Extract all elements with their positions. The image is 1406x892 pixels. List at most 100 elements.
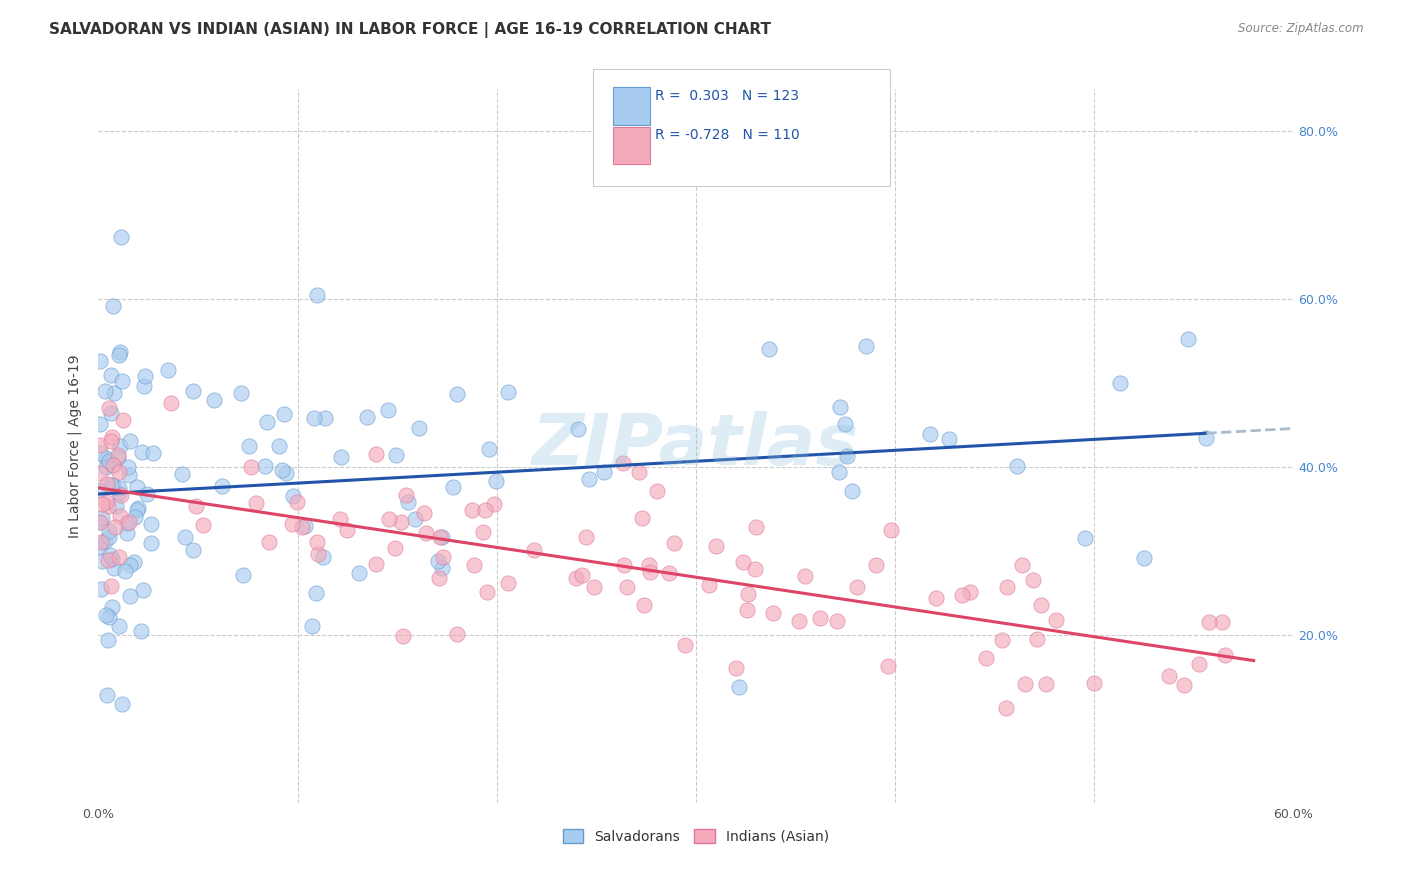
Point (94, 534, 117, 549)
Point (567, 422, 589, 436)
Point (107, 448, 129, 462)
Point (737, 586, 759, 600)
Point (477, 584, 499, 599)
Point (1213, 648, 1236, 663)
Point (1022, 573, 1045, 587)
Point (118, 468, 141, 483)
Point (613, 558, 636, 572)
Point (794, 569, 817, 583)
Point (103, 386, 125, 401)
Point (427, 571, 450, 585)
Point (245, 496, 267, 510)
Point (291, 520, 314, 534)
Point (330, 450, 353, 464)
Point (616, 580, 638, 594)
Point (384, 541, 406, 555)
Point (108, 439, 131, 453)
Point (385, 448, 408, 462)
Point (1173, 678, 1195, 692)
Point (96, 688, 118, 702)
Point (959, 584, 981, 599)
Point (1011, 558, 1033, 573)
Point (446, 387, 468, 401)
Point (135, 486, 157, 500)
Point (523, 543, 546, 558)
Point (697, 578, 720, 592)
Point (1074, 531, 1097, 545)
Point (477, 442, 499, 457)
Point (117, 516, 139, 530)
Point (89, 417, 111, 432)
Point (89, 515, 111, 529)
Point (364, 557, 387, 571)
Point (880, 524, 903, 538)
Point (114, 564, 136, 578)
Point (89, 438, 111, 452)
Point (110, 374, 132, 388)
Point (125, 479, 148, 493)
Point (118, 558, 141, 572)
Point (673, 638, 696, 652)
Text: Source: ZipAtlas.com: Source: ZipAtlas.com (1239, 22, 1364, 36)
Point (727, 680, 749, 694)
Point (96, 477, 118, 491)
Point (108, 465, 131, 479)
Point (122, 555, 145, 569)
Point (107, 550, 129, 565)
Point (408, 421, 430, 435)
Point (484, 497, 506, 511)
Point (160, 396, 183, 410)
Point (1133, 550, 1156, 565)
Point (314, 411, 336, 425)
Point (744, 562, 766, 576)
Point (835, 449, 858, 463)
Point (1083, 676, 1105, 690)
Point (281, 489, 304, 503)
Point (1029, 599, 1052, 613)
Point (97, 401, 120, 416)
Point (101, 430, 124, 444)
Point (134, 378, 156, 392)
Point (90, 582, 112, 597)
Point (658, 566, 681, 581)
Point (305, 585, 328, 599)
Point (1211, 615, 1233, 629)
Point (108, 508, 131, 523)
Point (392, 629, 415, 643)
Point (103, 561, 125, 575)
Legend: Salvadorans, Indians (Asian): Salvadorans, Indians (Asian) (557, 823, 835, 849)
Point (110, 488, 132, 502)
Point (90, 534, 112, 549)
Point (474, 502, 496, 516)
Point (305, 288, 328, 302)
Point (460, 503, 482, 517)
Point (430, 530, 453, 544)
Point (395, 487, 418, 501)
Point (91, 511, 114, 525)
Point (98, 530, 121, 544)
Point (94, 450, 117, 465)
Point (181, 384, 204, 398)
Point (825, 614, 848, 628)
Point (184, 499, 207, 513)
Point (91, 497, 114, 511)
Point (347, 566, 370, 581)
Point (335, 523, 357, 537)
Point (301, 619, 323, 633)
Point (877, 658, 900, 673)
Point (100, 434, 122, 448)
Point (855, 339, 877, 353)
Point (267, 439, 290, 453)
Point (94, 384, 117, 399)
Point (463, 558, 485, 572)
Point (100, 548, 122, 562)
Point (628, 466, 651, 480)
Point (101, 477, 124, 491)
Point (485, 475, 508, 489)
Point (496, 385, 519, 400)
Point (441, 480, 464, 494)
Point (117, 459, 139, 474)
Point (834, 417, 856, 431)
Point (111, 698, 134, 712)
Point (413, 506, 436, 520)
